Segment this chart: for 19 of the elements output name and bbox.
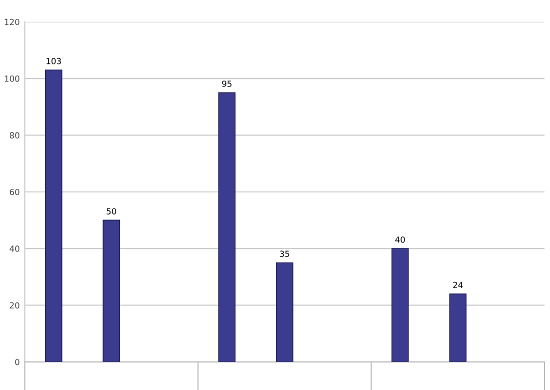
y-tick-label: 0 bbox=[15, 358, 20, 366]
bar bbox=[276, 262, 294, 362]
bar bbox=[44, 70, 62, 362]
bar bbox=[449, 293, 467, 362]
y-tick-label: 120 bbox=[4, 18, 20, 26]
data-label: 95 bbox=[222, 80, 232, 87]
y-tick-label: 20 bbox=[10, 302, 20, 309]
data-label: 40 bbox=[395, 236, 405, 243]
bar bbox=[102, 220, 120, 362]
bar bbox=[218, 92, 236, 362]
data-label: 103 bbox=[46, 58, 61, 64]
y-tick-label: 40 bbox=[10, 246, 20, 252]
y-tick-label: 80 bbox=[10, 132, 20, 138]
y-tick-label: 100 bbox=[4, 76, 20, 82]
data-label: 24 bbox=[453, 282, 463, 288]
data-label: 35 bbox=[280, 250, 290, 257]
bar bbox=[391, 248, 409, 362]
y-tick-label: 60 bbox=[10, 188, 20, 196]
data-label: 50 bbox=[106, 208, 116, 214]
